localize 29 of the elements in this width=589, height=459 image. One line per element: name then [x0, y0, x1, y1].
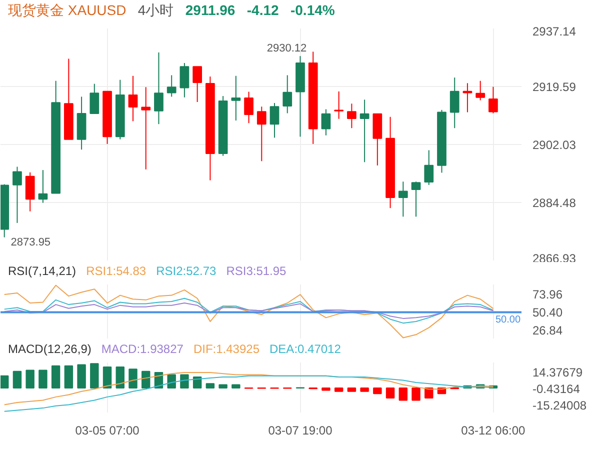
y-tick-label: 26.84 — [532, 324, 563, 338]
y-tick-label: 2919.59 — [532, 80, 576, 94]
x-tick-label: 03-12 06:00 — [461, 424, 526, 438]
y-tick-label: 2884.48 — [532, 196, 576, 210]
y-tick-label: 73.96 — [532, 287, 563, 302]
text: -4.12 — [246, 2, 279, 18]
y-tick-label: 14.37679 — [532, 366, 583, 380]
text: -0.14% — [290, 2, 335, 18]
y-tick-label: -0.43164 — [532, 382, 580, 396]
x-tick-label: 03-07 19:00 — [268, 424, 333, 438]
annotation: 2873.95 — [10, 236, 51, 248]
ref-line-label: 50.00 — [495, 314, 521, 326]
chart-subtitle: 4小时 — [138, 2, 174, 18]
series-label: MACD:1.93827 — [101, 342, 184, 356]
chart-title: RSI(7,14,21) — [8, 264, 76, 278]
text: RSI2:52.73 — [156, 264, 216, 278]
y-tick-label: -15.24008 — [532, 398, 587, 412]
x-tick-label: 03-05 07:00 — [75, 424, 140, 438]
annotation: 2930.12 — [266, 42, 307, 55]
y-tick-label: 2902.03 — [532, 138, 576, 152]
chart-title: MACD(12,26,9) — [8, 342, 92, 356]
series-label: DEA:0.47012 — [270, 342, 341, 356]
chart-title: 现货黄金 XAUUSD — [8, 2, 126, 18]
y-tick-label: 2937.14 — [532, 24, 576, 38]
series-label: RSI1:54.83 — [86, 264, 146, 278]
y-tick-label: 50.40 — [532, 305, 563, 320]
text: 2911.96 — [185, 2, 236, 18]
series-label: DIF:1.43925 — [193, 342, 260, 356]
text: RSI3:51.95 — [226, 264, 286, 278]
